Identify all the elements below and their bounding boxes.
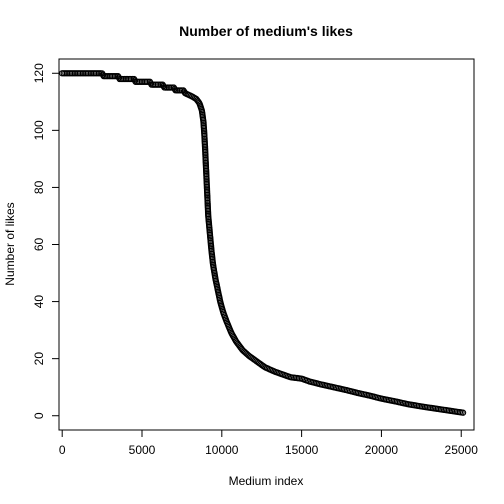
- x-tick-label: 15000: [285, 443, 319, 457]
- y-tick-label: 80: [32, 180, 46, 194]
- x-tick-label: 5000: [129, 443, 156, 457]
- chart-title: Number of medium's likes: [179, 23, 353, 39]
- x-tick-label: 10000: [205, 443, 239, 457]
- x-axis: 0 5000 10000 15000 20000 25000: [59, 430, 478, 457]
- y-tick-label: 60: [32, 238, 46, 252]
- y-tick-label: 0: [32, 412, 46, 419]
- y-tick-label: 100: [32, 120, 46, 140]
- x-tick-label: 0: [59, 443, 66, 457]
- plot-frame: [59, 59, 474, 430]
- data-points: [60, 71, 466, 416]
- x-tick-label: 20000: [365, 443, 399, 457]
- y-axis-label: Number of likes: [3, 202, 17, 285]
- y-axis: 0 20 40 60 80 100 120: [32, 63, 59, 419]
- x-tick-label: 25000: [445, 443, 479, 457]
- y-tick-label: 120: [32, 63, 46, 83]
- x-axis-label: Medium index: [229, 474, 304, 488]
- y-tick-label: 20: [32, 352, 46, 366]
- y-tick-label: 40: [32, 295, 46, 309]
